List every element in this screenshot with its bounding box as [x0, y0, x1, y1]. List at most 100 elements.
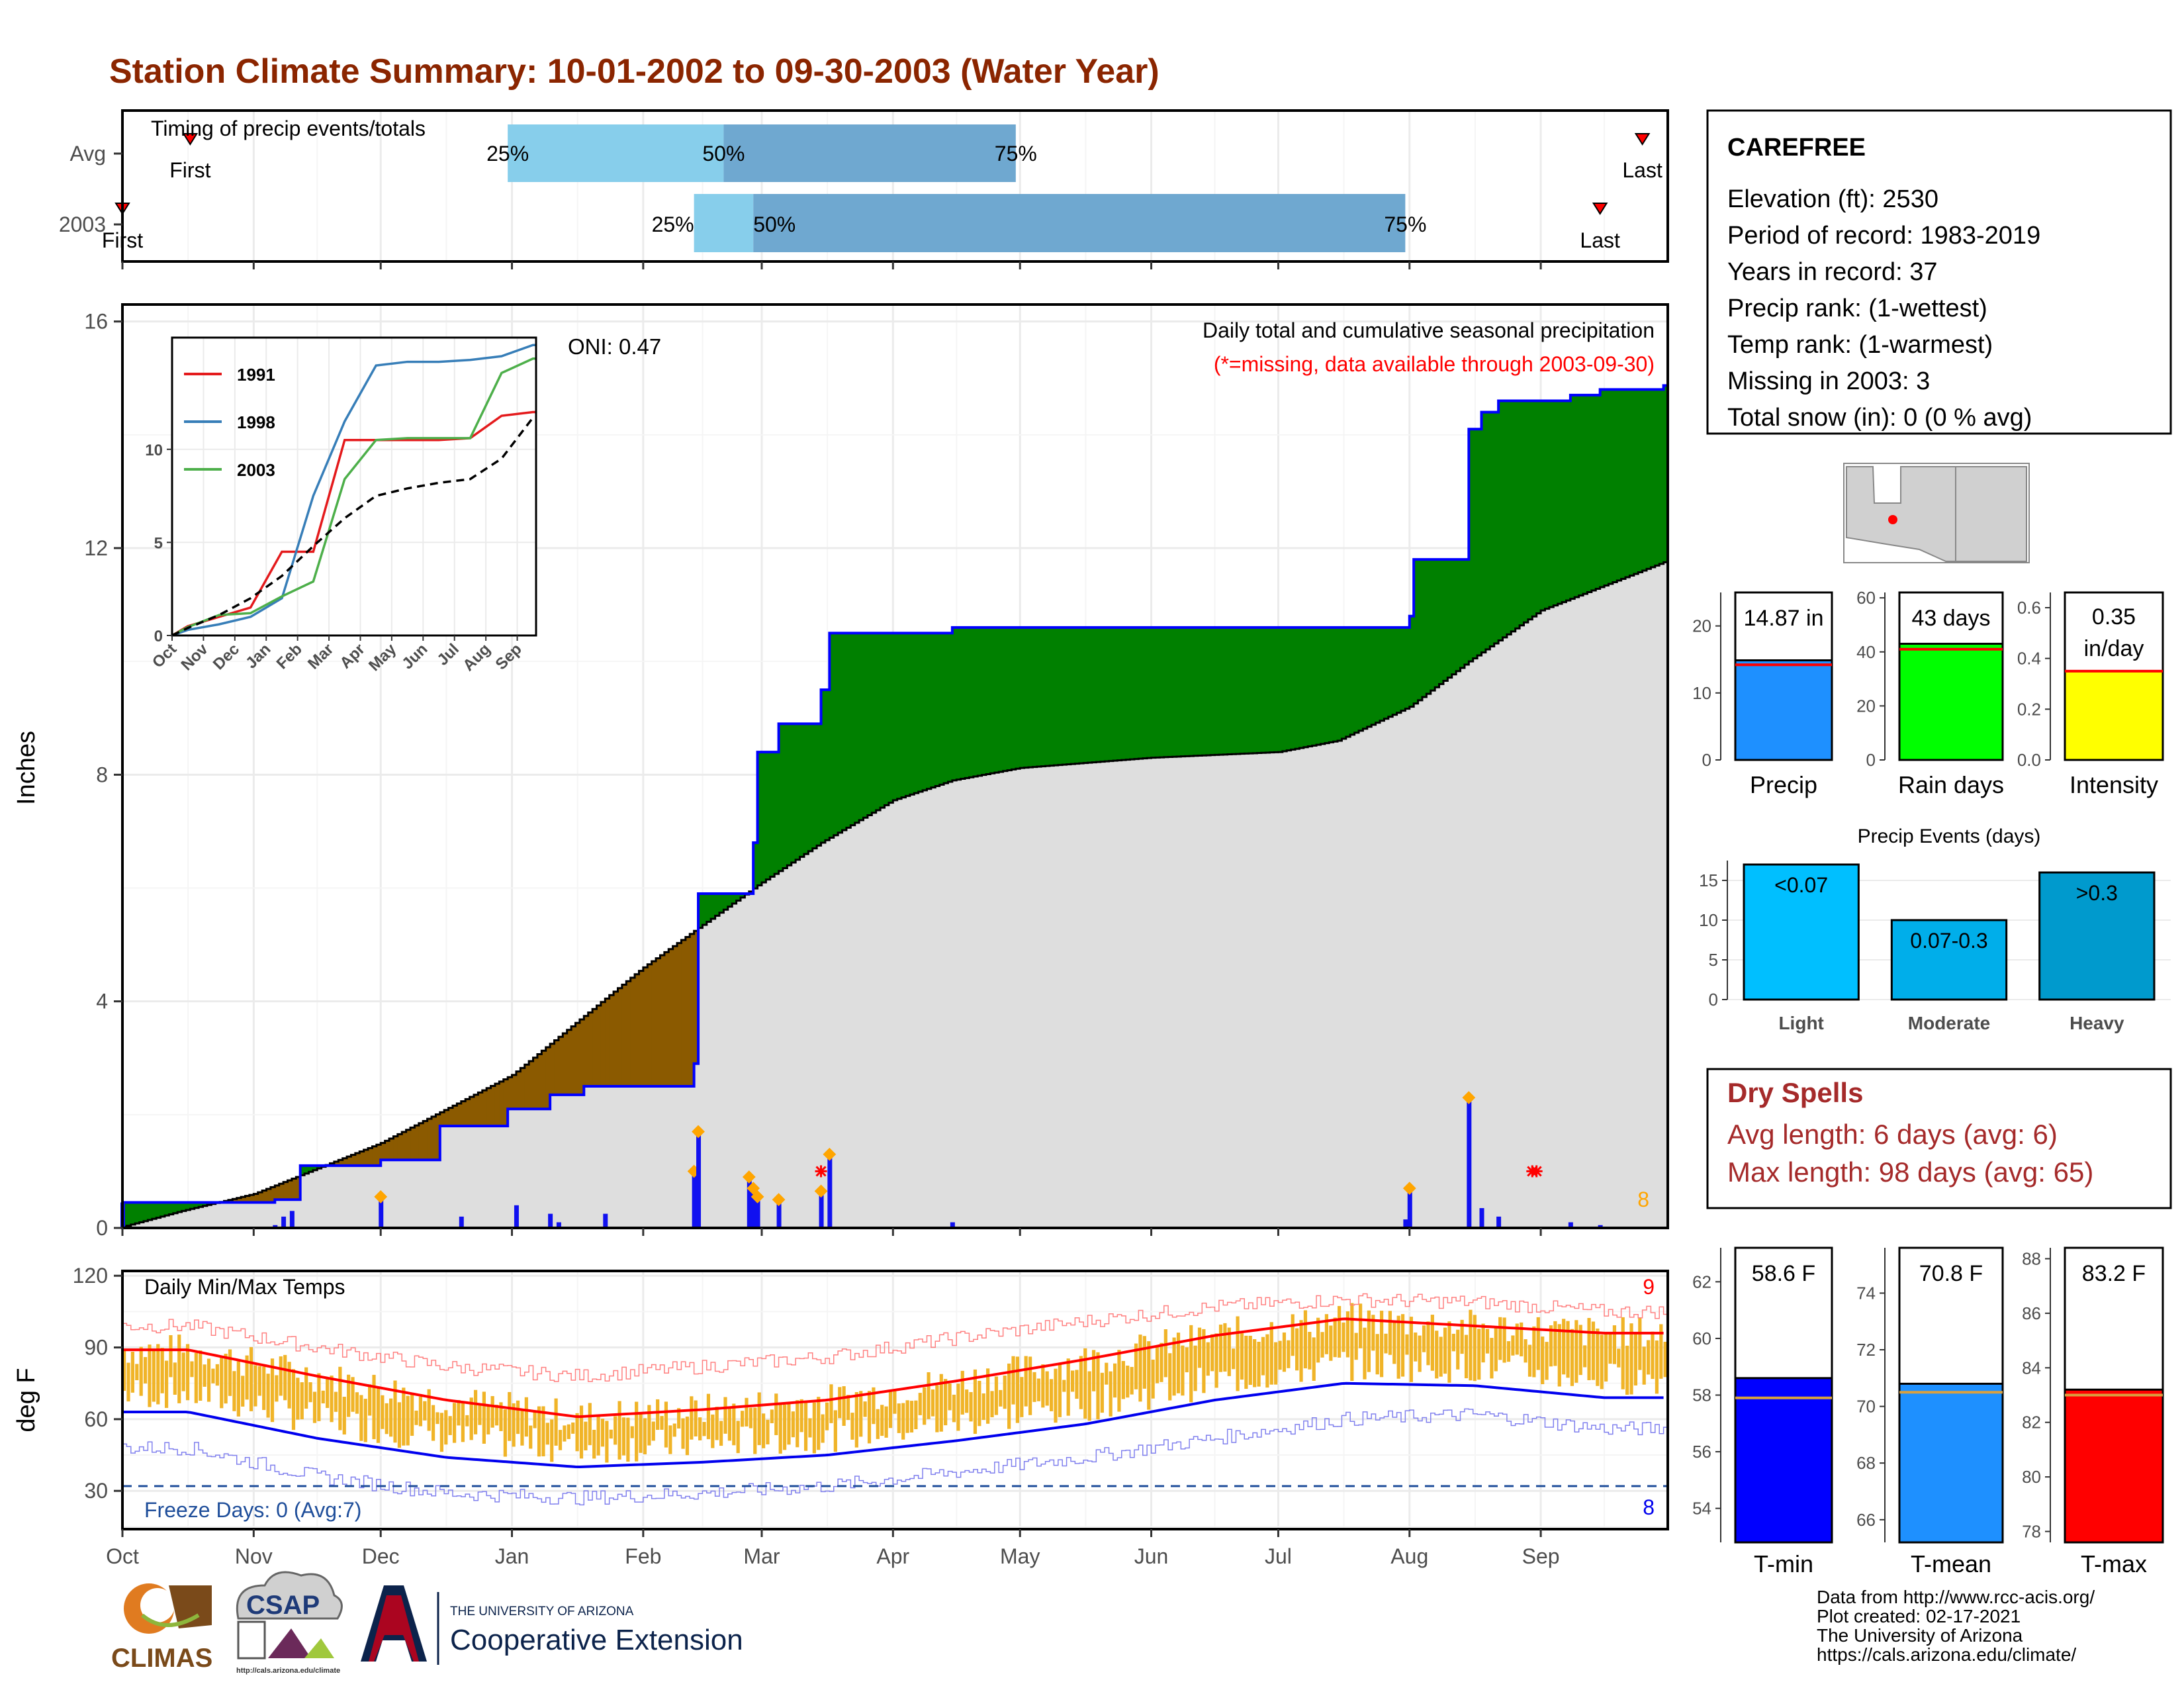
- surplus-fill: [1460, 559, 1465, 668]
- daily-temp-bar: [1066, 1358, 1070, 1416]
- surplus-fill: [973, 627, 978, 777]
- surplus-fill: [1511, 400, 1516, 632]
- surplus-fill: [850, 633, 856, 825]
- surplus-fill: [1105, 627, 1110, 762]
- daily-precip-bar: [827, 1154, 833, 1228]
- surplus-fill: [1070, 627, 1075, 765]
- daily-temp-bar: [1642, 1346, 1646, 1385]
- daily-temp-bar: [245, 1355, 249, 1400]
- deficit-fill: [520, 1068, 525, 1109]
- deficit-fill: [639, 970, 644, 1087]
- surplus-fill: [719, 894, 725, 913]
- daily-temp-bar: [778, 1402, 782, 1454]
- surplus-fill: [194, 1202, 199, 1208]
- daily-temp-bar: [1316, 1317, 1320, 1363]
- deficit-fill: [579, 1019, 584, 1095]
- surplus-fill: [999, 627, 1004, 772]
- daily-temp-bar: [1138, 1335, 1142, 1402]
- daily-temp-bar: [944, 1379, 948, 1426]
- surplus-fill: [1041, 627, 1046, 767]
- surplus-fill: [1494, 412, 1499, 643]
- daily-temp-bar: [1151, 1359, 1155, 1399]
- daily-temp-bar: [719, 1421, 723, 1446]
- deficit-fill: [478, 1092, 483, 1126]
- surplus-fill: [1430, 559, 1435, 691]
- surplus-fill: [1236, 627, 1241, 754]
- daily-temp-bar: [1633, 1334, 1638, 1386]
- mini-chart-tmean: 66 68 70 72 74 70.8 F T-mean: [1856, 1246, 2004, 1577]
- daily-temp-bar: [389, 1398, 393, 1437]
- deficit-fill: [389, 1139, 394, 1160]
- surplus-fill: [1274, 627, 1279, 753]
- csap-logo-text: CSAP: [246, 1591, 320, 1620]
- events-category-label: Moderate: [1908, 1013, 1990, 1033]
- heavy-day-marker: [751, 1190, 764, 1203]
- surplus-fill: [1659, 389, 1664, 564]
- daily-temp-bar: [1591, 1321, 1596, 1380]
- surplus-fill: [304, 1165, 310, 1174]
- surplus-fill: [1181, 627, 1186, 757]
- daily-temp-bar: [206, 1358, 211, 1402]
- surplus-fill: [190, 1202, 195, 1209]
- daily-temp-bar: [1206, 1342, 1210, 1376]
- quartile-label-25: 25%: [652, 212, 694, 236]
- daily-temp-bar: [960, 1370, 964, 1415]
- daily-temp-bar: [803, 1402, 808, 1451]
- surplus-fill: [1655, 389, 1660, 566]
- daily-temp-bar: [1524, 1339, 1527, 1363]
- surplus-fill: [880, 633, 886, 808]
- daily-temp-bar: [1596, 1328, 1600, 1386]
- daily-temp-bar: [812, 1402, 816, 1454]
- surplus-fill: [978, 627, 983, 776]
- daily-temp-bar: [512, 1403, 516, 1447]
- quartile-bar-upper: [723, 124, 1016, 182]
- surplus-fill: [1520, 400, 1525, 626]
- surplus-fill: [126, 1202, 132, 1226]
- daily-temp-bar: [520, 1409, 524, 1446]
- average-min-line: [122, 1382, 1664, 1468]
- surplus-fill: [1464, 559, 1469, 665]
- daily-temp-bar: [529, 1425, 533, 1449]
- daily-temp-bar: [423, 1401, 427, 1421]
- surplus-fill: [888, 633, 893, 803]
- surplus-fill: [1223, 627, 1228, 755]
- surplus-fill: [931, 633, 936, 788]
- surplus-fill: [1621, 389, 1626, 579]
- daily-temp-bar: [1422, 1325, 1426, 1352]
- deficit-fill: [469, 1097, 475, 1126]
- daily-temp-bar: [1456, 1329, 1460, 1370]
- daily-temp-bar: [1109, 1371, 1113, 1417]
- surplus-fill: [1278, 627, 1283, 753]
- month-axis: Oct Nov Dec Jan Feb Mar Apr May Jun Jul Aug Sep: [106, 261, 1560, 1568]
- daily-temp-bar: [1651, 1331, 1655, 1380]
- daily-temp-bar: [1477, 1329, 1481, 1380]
- daily-precip-bar: [751, 1188, 756, 1228]
- daily-temp-bar: [1253, 1339, 1257, 1387]
- daily-temp-bar: [939, 1374, 943, 1432]
- daily-temp-bar: [490, 1396, 494, 1428]
- surplus-fill: [1400, 627, 1406, 711]
- deficit-fill: [410, 1127, 416, 1160]
- daily-temp-bar: [1113, 1363, 1117, 1398]
- deficit-fill: [342, 1158, 347, 1166]
- mini-value-bar: [1898, 643, 2004, 761]
- daily-temp-bar: [190, 1361, 194, 1378]
- daily-temp-bar: [1079, 1356, 1083, 1409]
- surplus-fill: [1578, 395, 1584, 596]
- surplus-fill: [1172, 627, 1177, 757]
- daily-temp-bar: [1291, 1314, 1295, 1356]
- daily-temp-bar: [643, 1418, 647, 1454]
- daily-temp-bar: [833, 1410, 837, 1452]
- missing-data-marker: [1530, 1165, 1543, 1178]
- daily-precip-bar: [1496, 1216, 1502, 1228]
- surplus-fill: [791, 724, 796, 863]
- daily-temp-bar: [1278, 1340, 1282, 1370]
- daily-temp-bar: [554, 1398, 558, 1446]
- daily-temp-bar: [994, 1376, 999, 1415]
- surplus-fill: [1506, 400, 1512, 635]
- mini-y-tick-label: 0: [1866, 750, 1876, 770]
- daily-temp-bar: [956, 1383, 960, 1431]
- daily-temp-bar: [626, 1417, 630, 1462]
- mini-y-tick-label: 56: [1692, 1442, 1711, 1462]
